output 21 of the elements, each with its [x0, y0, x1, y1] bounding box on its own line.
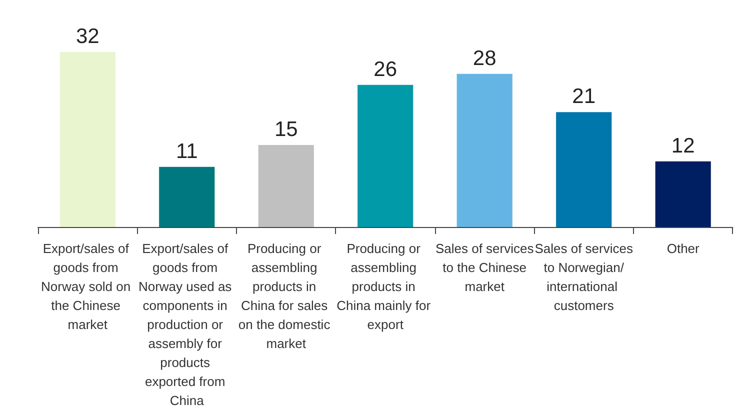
x-tick-label: Other: [666, 241, 700, 256]
x-tick-label: Producing or assembling products in China for sales on the domestic market: [238, 241, 334, 351]
bar: [159, 166, 215, 227]
bar: [258, 144, 314, 227]
data-label: 21: [572, 85, 596, 108]
data-label: 15: [274, 118, 298, 141]
bar: [456, 74, 512, 227]
x-tick-label: Producing or assembling products in China mainly for export: [336, 241, 434, 332]
x-tick-label: Export/sales of goods from Norway sold on the Chinese market: [41, 241, 134, 332]
data-label: 12: [671, 134, 695, 158]
bar: [556, 112, 612, 227]
x-tick-label: Sales of services to the Chinese market: [435, 241, 534, 294]
data-label: 11: [176, 140, 198, 163]
data-label: 28: [472, 46, 496, 70]
bar: [358, 84, 414, 227]
bar: [60, 52, 116, 227]
bar: [655, 161, 711, 227]
data-label: 32: [76, 25, 100, 48]
data-label: 26: [374, 58, 398, 81]
category-label: Export/sales of goods from Norway used as components in production or assembly for products exported from China: [138, 241, 232, 408]
x-tick-label: Sales of services to Norwegian/ international customers: [534, 241, 634, 313]
